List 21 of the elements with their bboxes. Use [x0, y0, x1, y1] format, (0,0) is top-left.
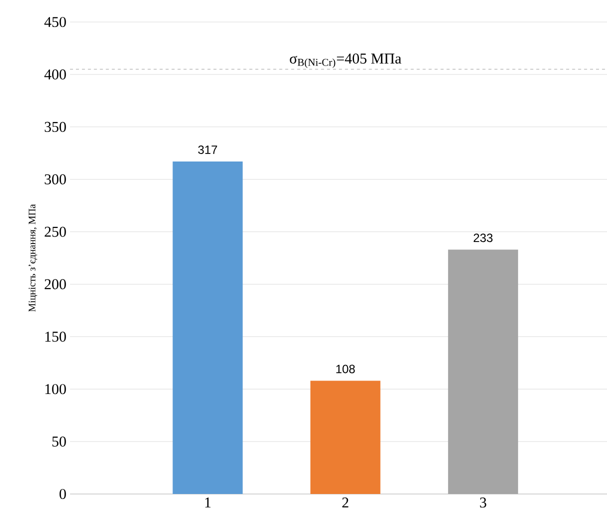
data-label: 233 — [474, 234, 493, 242]
data-label: 108 — [336, 364, 355, 374]
y-tick-label: 350 — [44, 122, 66, 132]
y-axis-title: Міцність з’єднання, МПа — [28, 204, 38, 312]
y-tick-label: 450 — [44, 16, 66, 28]
x-tick-label: 3 — [480, 498, 486, 508]
x-tick-label: 1 — [205, 498, 211, 508]
bar — [172, 162, 243, 494]
y-tick-label: 150 — [45, 332, 66, 342]
bar — [310, 380, 380, 494]
x-tick-label: 2 — [342, 498, 348, 508]
ref-line-label: σ$_{B(Ni-Cr)}$=405 МПа — [290, 54, 402, 68]
bar — [448, 250, 518, 494]
y-tick-label: 100 — [45, 384, 66, 394]
y-tick-label: 50 — [52, 436, 66, 447]
y-tick-label: 250 — [44, 226, 66, 237]
y-tick-label: 300 — [44, 174, 66, 184]
data-label: 317 — [198, 146, 218, 154]
y-tick-label: 0 — [60, 488, 66, 500]
y-tick-label: 200 — [44, 279, 66, 290]
y-tick-label: 400 — [44, 69, 66, 80]
